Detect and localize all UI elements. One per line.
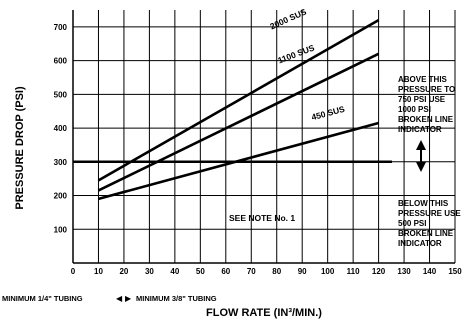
note-line: INDICATOR [398, 239, 442, 248]
x-tick-label: 20 [119, 267, 128, 276]
note-line: PRESSURE USE [398, 209, 461, 218]
note-line: ABOVE THIS [398, 75, 448, 84]
y-tick-label: 700 [54, 23, 68, 32]
note-label: SEE NOTE No. 1 [229, 213, 295, 223]
note-line: 500 PSI [398, 219, 426, 228]
y-tick-label: 300 [54, 158, 68, 167]
note-line: 750 PSI USE [398, 95, 446, 104]
x-tick-label: 30 [145, 267, 154, 276]
x-tick-label: 0 [71, 267, 76, 276]
x-tick-label: 90 [298, 267, 307, 276]
x-axis-title: FLOW RATE (IN³/MIN.) [206, 307, 322, 319]
note-line: BROKEN LINE [398, 115, 454, 124]
y-tick-label: 600 [54, 57, 68, 66]
note-line: INDICATOR [398, 125, 442, 134]
tubing-left-label: MINIMUM 1/4" TUBING [2, 294, 83, 303]
x-tick-label: 140 [423, 267, 437, 276]
x-tick-label: 40 [170, 267, 179, 276]
x-tick-label: 150 [448, 267, 462, 276]
x-tick-label: 130 [397, 267, 411, 276]
x-tick-label: 60 [221, 267, 230, 276]
note-line: 1000 PSI [398, 105, 431, 114]
series-label: 450 SUS [310, 104, 346, 123]
arrow-right-icon: ▶ [125, 294, 132, 303]
note-line: BROKEN LINE [398, 229, 454, 238]
y-tick-label: 100 [54, 225, 68, 234]
series-label: 1100 SUS [276, 42, 316, 65]
series-line [97, 52, 380, 192]
note-line: PRESSURE TO [398, 85, 455, 94]
tubing-right-label: MINIMUM 3/8" TUBING [136, 294, 217, 303]
note-line: BELOW THIS [398, 199, 449, 208]
x-tick-label: 110 [347, 267, 360, 276]
y-tick-label: 400 [54, 124, 68, 133]
y-tick-label: 200 [54, 192, 68, 201]
x-tick-label: 50 [196, 267, 205, 276]
arrow-left-icon: ◀ [116, 294, 123, 303]
down-arrow-icon [416, 151, 426, 172]
x-tick-label: 10 [94, 267, 103, 276]
series-line [98, 121, 379, 201]
series-line [97, 18, 380, 182]
x-tick-label: 100 [321, 267, 335, 276]
tick-labels: 0 10 20 30 40 50 60 70 80 90 100 110 120 130 140 150 100… [54, 23, 463, 276]
x-tick-label: 70 [247, 267, 256, 276]
x-tick-label: 120 [372, 267, 386, 276]
x-tick-label: 80 [272, 267, 281, 276]
y-axis-title: PRESSURE DROP (PSI) [14, 86, 26, 210]
y-tick-label: 500 [54, 90, 68, 99]
